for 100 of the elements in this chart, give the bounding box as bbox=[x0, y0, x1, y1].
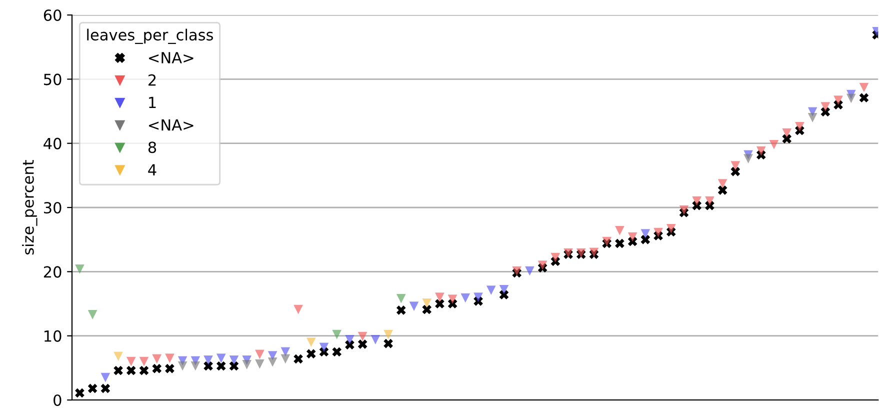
point bbox=[332, 330, 342, 340]
point bbox=[345, 340, 354, 350]
point bbox=[409, 302, 419, 311]
point bbox=[190, 361, 200, 371]
point bbox=[756, 150, 766, 160]
point bbox=[280, 354, 290, 364]
legend-label: 2 bbox=[148, 74, 156, 86]
point bbox=[705, 196, 714, 206]
point bbox=[640, 229, 650, 238]
point bbox=[126, 356, 136, 366]
point bbox=[384, 338, 393, 348]
point bbox=[718, 186, 728, 195]
point bbox=[705, 200, 714, 210]
point bbox=[640, 234, 650, 244]
point bbox=[808, 113, 818, 122]
point bbox=[628, 236, 638, 246]
point bbox=[692, 200, 702, 210]
point bbox=[820, 102, 830, 112]
point bbox=[268, 351, 278, 360]
legend-label: 1 bbox=[149, 96, 156, 108]
legend-label: 4 bbox=[148, 164, 156, 176]
point bbox=[100, 384, 110, 394]
point bbox=[152, 364, 162, 374]
point bbox=[345, 335, 354, 344]
point bbox=[294, 304, 303, 314]
point bbox=[165, 364, 174, 374]
legend-label: 8 bbox=[148, 142, 156, 154]
point bbox=[846, 94, 856, 104]
point bbox=[730, 166, 740, 176]
point bbox=[435, 292, 444, 302]
point bbox=[294, 354, 303, 364]
point bbox=[782, 128, 792, 138]
point bbox=[165, 354, 174, 363]
point bbox=[474, 296, 483, 306]
point bbox=[628, 232, 638, 242]
point bbox=[499, 284, 509, 294]
point bbox=[744, 154, 753, 164]
point bbox=[139, 366, 149, 376]
point bbox=[795, 126, 804, 136]
point bbox=[525, 266, 534, 276]
point bbox=[255, 350, 264, 360]
point bbox=[358, 332, 368, 342]
point bbox=[718, 179, 728, 188]
point bbox=[422, 298, 432, 308]
point bbox=[319, 342, 329, 352]
point bbox=[654, 228, 663, 238]
point bbox=[319, 347, 329, 357]
legend-title: leaves_per_class bbox=[87, 28, 213, 44]
y-tick-label: 40 bbox=[44, 138, 62, 150]
point bbox=[255, 359, 264, 369]
point bbox=[834, 96, 843, 105]
point bbox=[550, 256, 560, 266]
point bbox=[538, 260, 548, 270]
point bbox=[306, 349, 316, 358]
point bbox=[448, 294, 458, 304]
point bbox=[859, 93, 869, 102]
point bbox=[216, 354, 226, 363]
point bbox=[795, 122, 804, 132]
point bbox=[422, 304, 432, 314]
point bbox=[538, 263, 548, 272]
point bbox=[216, 361, 226, 371]
point bbox=[358, 340, 368, 349]
point bbox=[486, 286, 496, 295]
point bbox=[834, 100, 843, 110]
point bbox=[204, 356, 213, 365]
point bbox=[75, 388, 84, 398]
point bbox=[435, 299, 444, 308]
point bbox=[448, 299, 458, 308]
y-tick-label: 20 bbox=[44, 266, 62, 278]
point bbox=[782, 134, 792, 144]
y-tick-label: 0 bbox=[54, 394, 62, 406]
point bbox=[178, 361, 188, 371]
point bbox=[88, 310, 98, 320]
legend-label: <NA> bbox=[149, 52, 194, 64]
point bbox=[100, 372, 110, 382]
y-tick-label: 60 bbox=[44, 9, 62, 22]
point bbox=[820, 107, 830, 117]
point bbox=[204, 361, 213, 371]
point bbox=[666, 224, 676, 234]
point bbox=[229, 361, 239, 371]
point bbox=[114, 352, 123, 362]
point bbox=[615, 226, 624, 236]
point bbox=[730, 161, 740, 170]
point bbox=[460, 293, 470, 303]
point bbox=[229, 356, 239, 365]
y-axis-title: size_percent bbox=[22, 160, 38, 255]
point bbox=[242, 360, 252, 370]
legend-label: <NA> bbox=[149, 119, 194, 130]
point bbox=[654, 231, 663, 240]
point bbox=[859, 82, 869, 92]
point bbox=[679, 208, 689, 218]
point bbox=[666, 227, 676, 237]
point bbox=[114, 366, 123, 376]
point bbox=[75, 264, 84, 274]
point bbox=[306, 338, 316, 347]
point bbox=[692, 196, 702, 206]
point bbox=[396, 294, 406, 304]
y-tick-label: 10 bbox=[44, 330, 62, 342]
point bbox=[384, 330, 393, 340]
point bbox=[126, 366, 136, 376]
